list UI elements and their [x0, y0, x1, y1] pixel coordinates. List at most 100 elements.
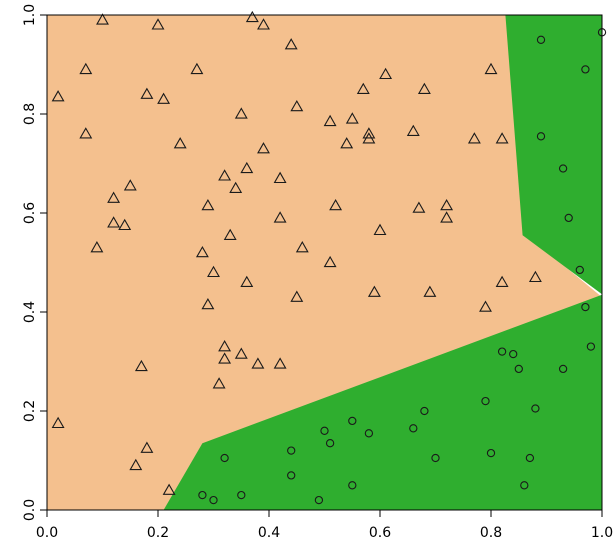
triangle-point: [129, 458, 143, 471]
axes: 0.0 0.2 0.4 0.6 0.8 1.0 0.0 0.2 0.4 0.6 0.8 1.0: [22, 4, 613, 541]
triangle-point: [467, 132, 481, 144]
triangle-point: [207, 265, 220, 278]
circle-point: [564, 213, 573, 223]
data-points: [51, 10, 607, 505]
triangle-point: [373, 223, 387, 236]
circle-point: [509, 349, 518, 359]
triangle-point: [118, 218, 132, 231]
circle-point: [287, 446, 296, 455]
triangle-point: [251, 357, 265, 369]
triangle-point: [495, 275, 509, 287]
triangle-point: [51, 416, 65, 429]
circle-point: [409, 424, 418, 433]
circle-point: [520, 481, 529, 490]
circle-point: [525, 453, 535, 463]
triangle-point: [379, 67, 393, 80]
circle-point: [220, 453, 229, 463]
triangle-point: [195, 245, 209, 258]
x-tick-label: 0.2: [147, 525, 169, 541]
triangle-point: [51, 90, 65, 102]
decision-regions: [47, 15, 602, 510]
circle-point: [558, 164, 568, 173]
circle-point: [320, 426, 329, 435]
triangle-point: [367, 285, 381, 297]
region-circle-2: [505, 15, 602, 295]
triangle-point: [528, 270, 542, 283]
triangle-point: [290, 99, 304, 112]
plot-frame: [46, 14, 603, 511]
y-tick-label: 0.8: [22, 103, 38, 125]
circle-point: [486, 448, 496, 458]
circle-point: [536, 132, 546, 141]
triangle-point: [107, 216, 121, 228]
circle-point: [575, 265, 584, 275]
circle-point: [364, 429, 374, 438]
triangle-point: [257, 142, 270, 154]
triangle-point: [273, 211, 287, 223]
triangle-point: [323, 114, 337, 127]
triangle-point: [212, 377, 226, 389]
triangle-point: [495, 132, 509, 144]
y-tick-label: 0.2: [22, 400, 38, 422]
circle-point: [514, 364, 523, 374]
circle-point: [497, 347, 507, 356]
circle-point: [325, 439, 335, 448]
x-tick-label: 0.4: [258, 525, 280, 541]
triangle-point: [240, 161, 254, 174]
triangle-point: [79, 127, 93, 139]
triangle-point: [323, 255, 337, 268]
triangle-point: [240, 275, 254, 287]
triangle-point: [140, 87, 154, 99]
triangle-point: [229, 181, 243, 193]
triangle-point: [201, 297, 215, 310]
triangle-point: [140, 441, 154, 453]
triangle-point: [329, 198, 343, 211]
triangle-point: [340, 137, 354, 149]
circle-point: [209, 495, 218, 505]
triangle-point: [107, 191, 121, 203]
circle-point: [198, 490, 207, 500]
triangle-point: [412, 201, 426, 213]
triangle-point: [218, 169, 232, 181]
circle-point: [581, 302, 590, 312]
triangle-point: [234, 107, 248, 119]
x-tick-label: 0.0: [36, 525, 58, 541]
triangle-point: [234, 347, 248, 359]
triangle-point: [96, 13, 109, 25]
triangle-point: [157, 92, 171, 104]
circle-point: [581, 65, 590, 74]
triangle-point: [484, 62, 498, 75]
triangle-point: [290, 290, 304, 302]
triangle-point: [356, 82, 370, 94]
triangle-point: [440, 198, 454, 211]
triangle-point: [123, 179, 137, 191]
triangle-point: [423, 285, 437, 297]
triangle-point: [440, 211, 454, 223]
circle-point: [558, 364, 568, 374]
triangle-point: [245, 10, 259, 23]
triangle-point: [479, 300, 492, 312]
triangle-point: [417, 82, 431, 94]
circle-point: [586, 342, 596, 351]
triangle-point: [218, 352, 232, 364]
y-tick-label: 0.6: [22, 202, 38, 224]
circle-point: [314, 495, 324, 505]
triangle-point: [218, 339, 232, 352]
triangle-point: [273, 171, 287, 184]
circle-point: [348, 481, 357, 490]
triangle-point: [134, 359, 148, 372]
triangle-point: [345, 112, 359, 124]
triangle-point: [190, 62, 204, 75]
circle-point: [536, 35, 546, 44]
circle-point: [287, 471, 296, 480]
triangle-point: [173, 137, 187, 149]
triangle-point: [406, 124, 420, 136]
circle-point: [420, 406, 429, 416]
triangle-point: [79, 62, 93, 75]
x-tick-label: 0.8: [480, 525, 502, 541]
triangle-point: [151, 18, 165, 30]
circle-point: [531, 404, 540, 413]
triangle-point: [273, 357, 287, 369]
x-tick-label: 1.0: [591, 525, 613, 541]
